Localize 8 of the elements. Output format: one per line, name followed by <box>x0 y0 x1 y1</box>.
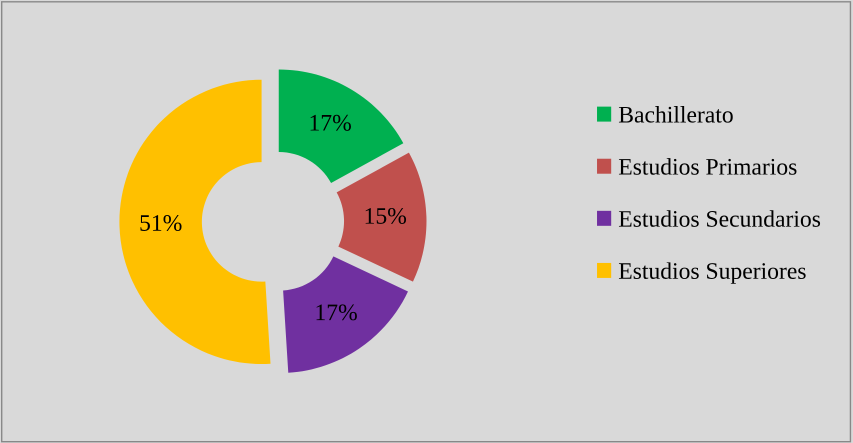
data-label: 17% <box>316 304 357 320</box>
data-label: 51% <box>140 215 182 232</box>
legend-label: Estudios Secundarios <box>618 210 820 227</box>
data-label: 15% <box>366 208 406 224</box>
legend-label: Bachillerato <box>618 106 733 123</box>
legend-label: Estudios Superiores <box>618 262 806 284</box>
legend-label: Estudios Primarios <box>618 158 796 175</box>
data-label: 17% <box>310 114 351 131</box>
